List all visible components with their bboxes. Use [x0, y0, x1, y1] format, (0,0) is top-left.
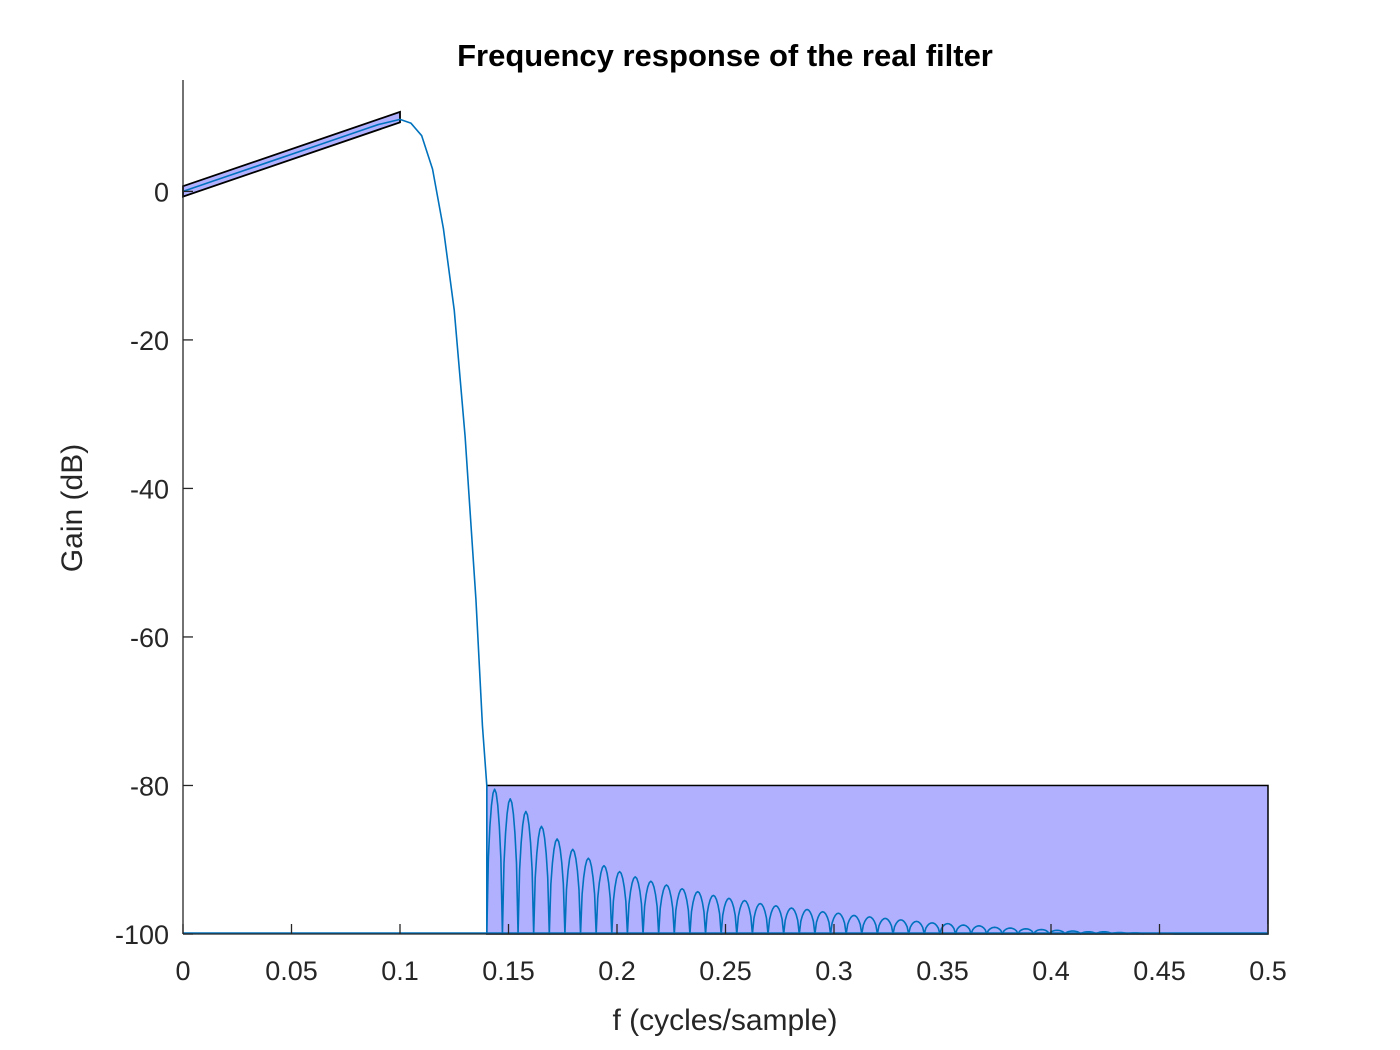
x-tick-label: 0.35	[916, 956, 969, 986]
x-tick-label: 0.25	[699, 956, 752, 986]
y-tick-label: -100	[115, 920, 169, 950]
stopband-region	[486, 784, 1269, 935]
x-tick-label: 0.3	[815, 956, 853, 986]
y-tick-label: -80	[130, 771, 169, 801]
plot-area	[182, 110, 1269, 935]
x-tick-label: 0	[175, 956, 190, 986]
x-tick-label: 0.45	[1133, 956, 1186, 986]
y-tick-label: -20	[130, 326, 169, 356]
x-tick-label: 0.15	[482, 956, 535, 986]
x-tick-label: 0.4	[1032, 956, 1070, 986]
y-axis-label: Gain (dB)	[56, 444, 89, 572]
x-tick-label: 0.05	[265, 956, 318, 986]
x-tick-label: 0.5	[1249, 956, 1287, 986]
chart-title: Frequency response of the real filter	[457, 38, 993, 73]
y-tick-label: -40	[130, 474, 169, 504]
y-tick-label: -60	[130, 623, 169, 653]
x-tick-label: 0.1	[381, 956, 419, 986]
y-tick-label: 0	[154, 177, 169, 207]
x-axis-label: f (cycles/sample)	[612, 1004, 837, 1037]
axes: 0 0.05 0.1 0.15 0.2 0.25 0.3 0.35 0.4 0.45 0.5 -100…	[115, 80, 1287, 986]
x-tick-label: 0.2	[598, 956, 636, 986]
